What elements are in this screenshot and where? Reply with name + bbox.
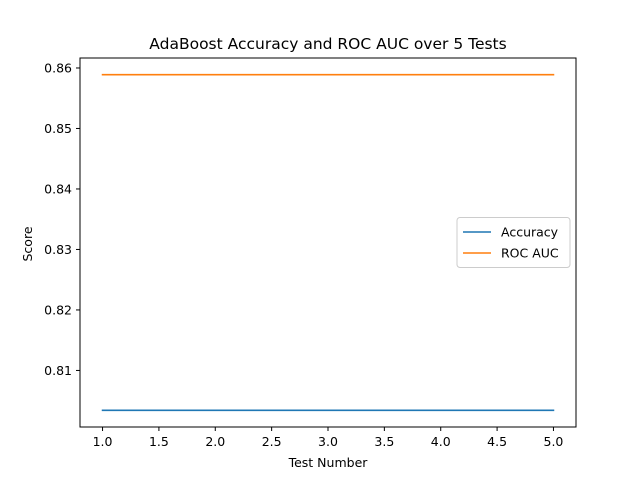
legend-label: ROC AUC	[501, 246, 559, 261]
y-tick-label: 0.85	[44, 121, 72, 136]
y-tick-label: 0.84	[44, 181, 72, 196]
chart-title: AdaBoost Accuracy and ROC AUC over 5 Tes…	[149, 35, 506, 53]
x-tick-label: 3.0	[318, 434, 338, 449]
legend-box	[456, 217, 571, 268]
legend: Accuracy ROC AUC	[456, 217, 571, 268]
x-tick-label: 3.5	[374, 434, 394, 449]
y-axis-ticks: 0.81 0.82 0.83 0.84 0.85 0.86	[44, 60, 80, 378]
legend-label: Accuracy	[501, 225, 559, 240]
x-tick-label: 4.0	[431, 434, 451, 449]
y-tick-label: 0.83	[44, 242, 72, 257]
x-tick-label: 1.0	[93, 434, 113, 449]
x-tick-label: 4.5	[487, 434, 507, 449]
x-tick-label: 5.0	[544, 434, 564, 449]
plot-area	[101, 73, 555, 412]
x-tick-label: 2.0	[205, 434, 225, 449]
x-axis-ticks: 1.0 1.5 2.0 2.5 3.0 3.5 4.0 4.5 5.0	[93, 427, 564, 449]
x-tick-label: 1.5	[149, 434, 169, 449]
y-axis-label: Score	[20, 226, 35, 261]
x-axis-label: Test Number	[288, 455, 369, 470]
x-tick-label: 2.5	[262, 434, 282, 449]
y-tick-label: 0.81	[44, 363, 72, 378]
y-tick-label: 0.82	[44, 302, 72, 317]
y-tick-label: 0.86	[44, 60, 72, 75]
